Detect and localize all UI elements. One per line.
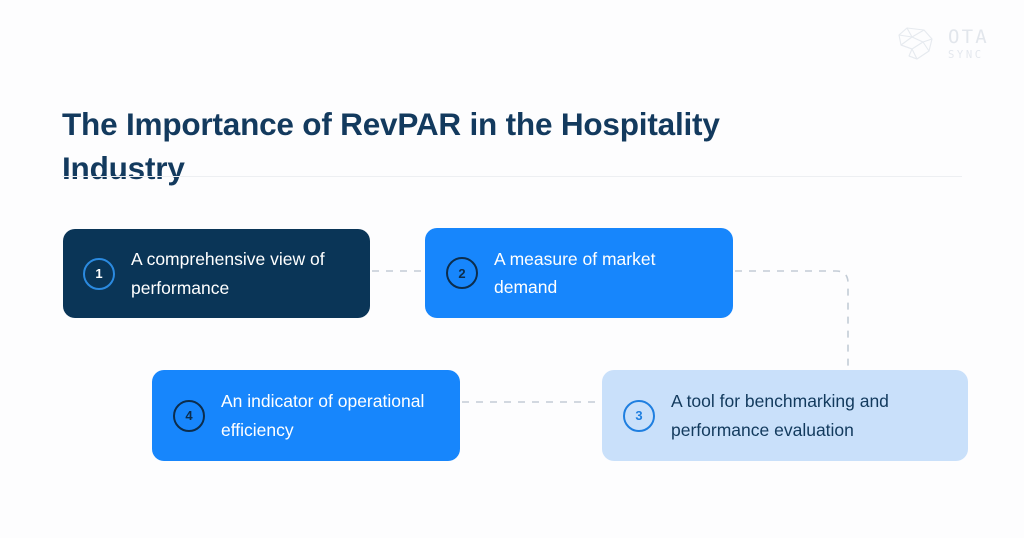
- card-label-3: A tool for benchmarking and performance …: [671, 391, 889, 440]
- card-item-2[interactable]: 2 A measure of market demand: [425, 228, 733, 318]
- page-title: The Importance of RevPAR in the Hospital…: [62, 106, 720, 186]
- card-number-badge-4: 4: [173, 399, 205, 432]
- polygonal-brain-network-icon: [893, 23, 941, 63]
- card-item-1[interactable]: 1 A comprehensive view of performance: [63, 229, 370, 318]
- card-number-badge-1: 1: [83, 257, 115, 290]
- card-label-2: A measure of market demand: [494, 248, 656, 297]
- card-item-4[interactable]: 4 An indicator of operational efficiency: [152, 370, 460, 461]
- brand-wordmark: OTA SYNC: [948, 26, 989, 61]
- brand-name-bottom: SYNC: [948, 48, 984, 61]
- card-number-badge-3: 3: [623, 399, 655, 432]
- card-number-badge-2: 2: [446, 257, 478, 289]
- card-number-2: 2: [458, 265, 466, 281]
- brand-logo: OTA SYNC: [893, 22, 995, 64]
- brand-name-top: OTA: [948, 25, 989, 48]
- card-label-4: An indicator of operational efficiency: [221, 391, 425, 440]
- title-divider: [62, 176, 962, 177]
- card-number-1: 1: [95, 266, 103, 281]
- connector-card-2-to-card-3: [735, 270, 849, 368]
- card-item-3[interactable]: 3 A tool for benchmarking and performanc…: [602, 370, 968, 461]
- card-label-1: A comprehensive view of performance: [131, 249, 325, 298]
- card-number-3: 3: [635, 408, 643, 423]
- card-number-4: 4: [185, 408, 193, 423]
